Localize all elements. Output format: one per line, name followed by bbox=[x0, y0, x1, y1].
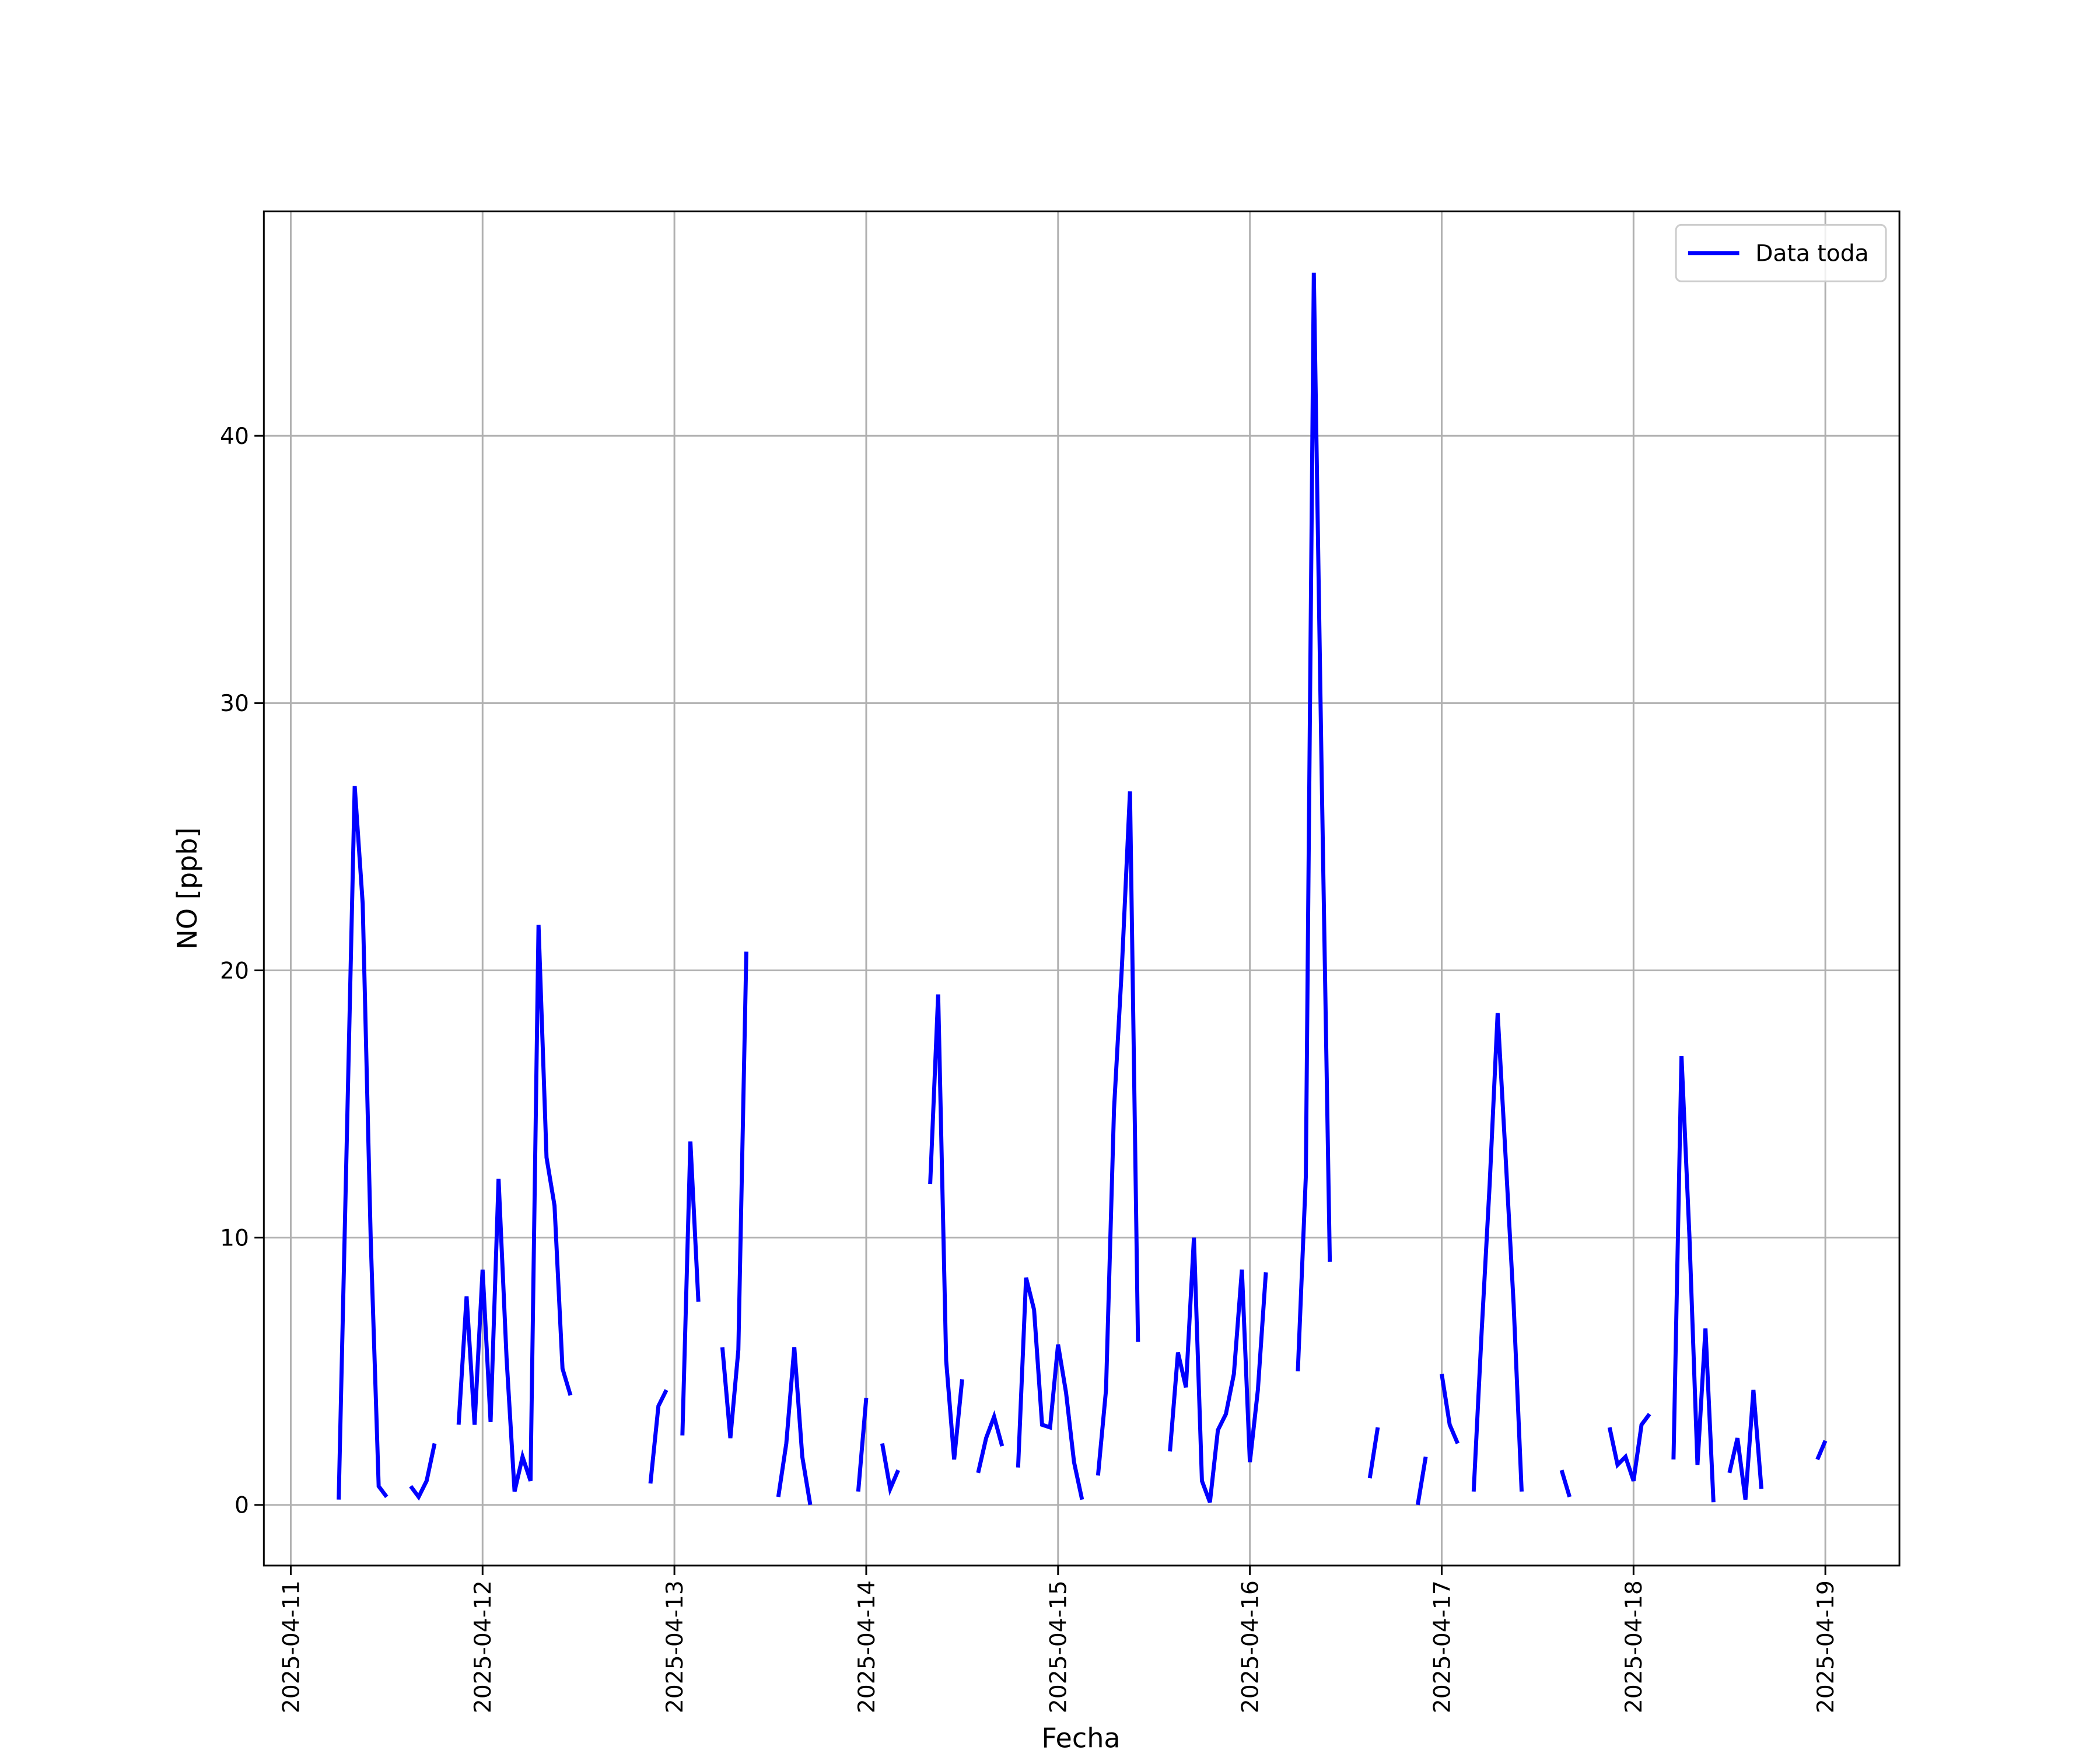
plot-frame bbox=[262, 210, 1901, 1567]
y-tick-label: 10 bbox=[220, 1226, 249, 1252]
data-line bbox=[337, 272, 1828, 1506]
y-tick-label: 40 bbox=[220, 424, 249, 450]
y-tick-label: 20 bbox=[220, 958, 249, 984]
legend-box bbox=[1675, 223, 1887, 282]
x-tick-label: 2025-04-13 bbox=[662, 1580, 688, 1713]
legend-label: Data toda bbox=[1755, 241, 1868, 267]
x-tick-label: 2025-04-14 bbox=[854, 1580, 880, 1713]
x-tick-label: 2025-04-18 bbox=[1621, 1580, 1647, 1713]
y-tick-label: 30 bbox=[220, 691, 249, 717]
y-axis-label: NO [ppb] bbox=[172, 827, 203, 949]
y-tick-label: 0 bbox=[235, 1493, 249, 1519]
x-tick-label: 2025-04-12 bbox=[470, 1580, 496, 1713]
x-tick-label: 2025-04-19 bbox=[1813, 1580, 1839, 1713]
x-axis-label: Fecha bbox=[1041, 1722, 1120, 1750]
x-tick-label: 2025-04-11 bbox=[278, 1580, 304, 1713]
x-tick-label: 2025-04-15 bbox=[1046, 1580, 1072, 1713]
x-tick-label: 2025-04-16 bbox=[1237, 1580, 1264, 1713]
legend: Data toda bbox=[1675, 223, 1887, 282]
x-tick-label: 2025-04-17 bbox=[1429, 1580, 1455, 1713]
